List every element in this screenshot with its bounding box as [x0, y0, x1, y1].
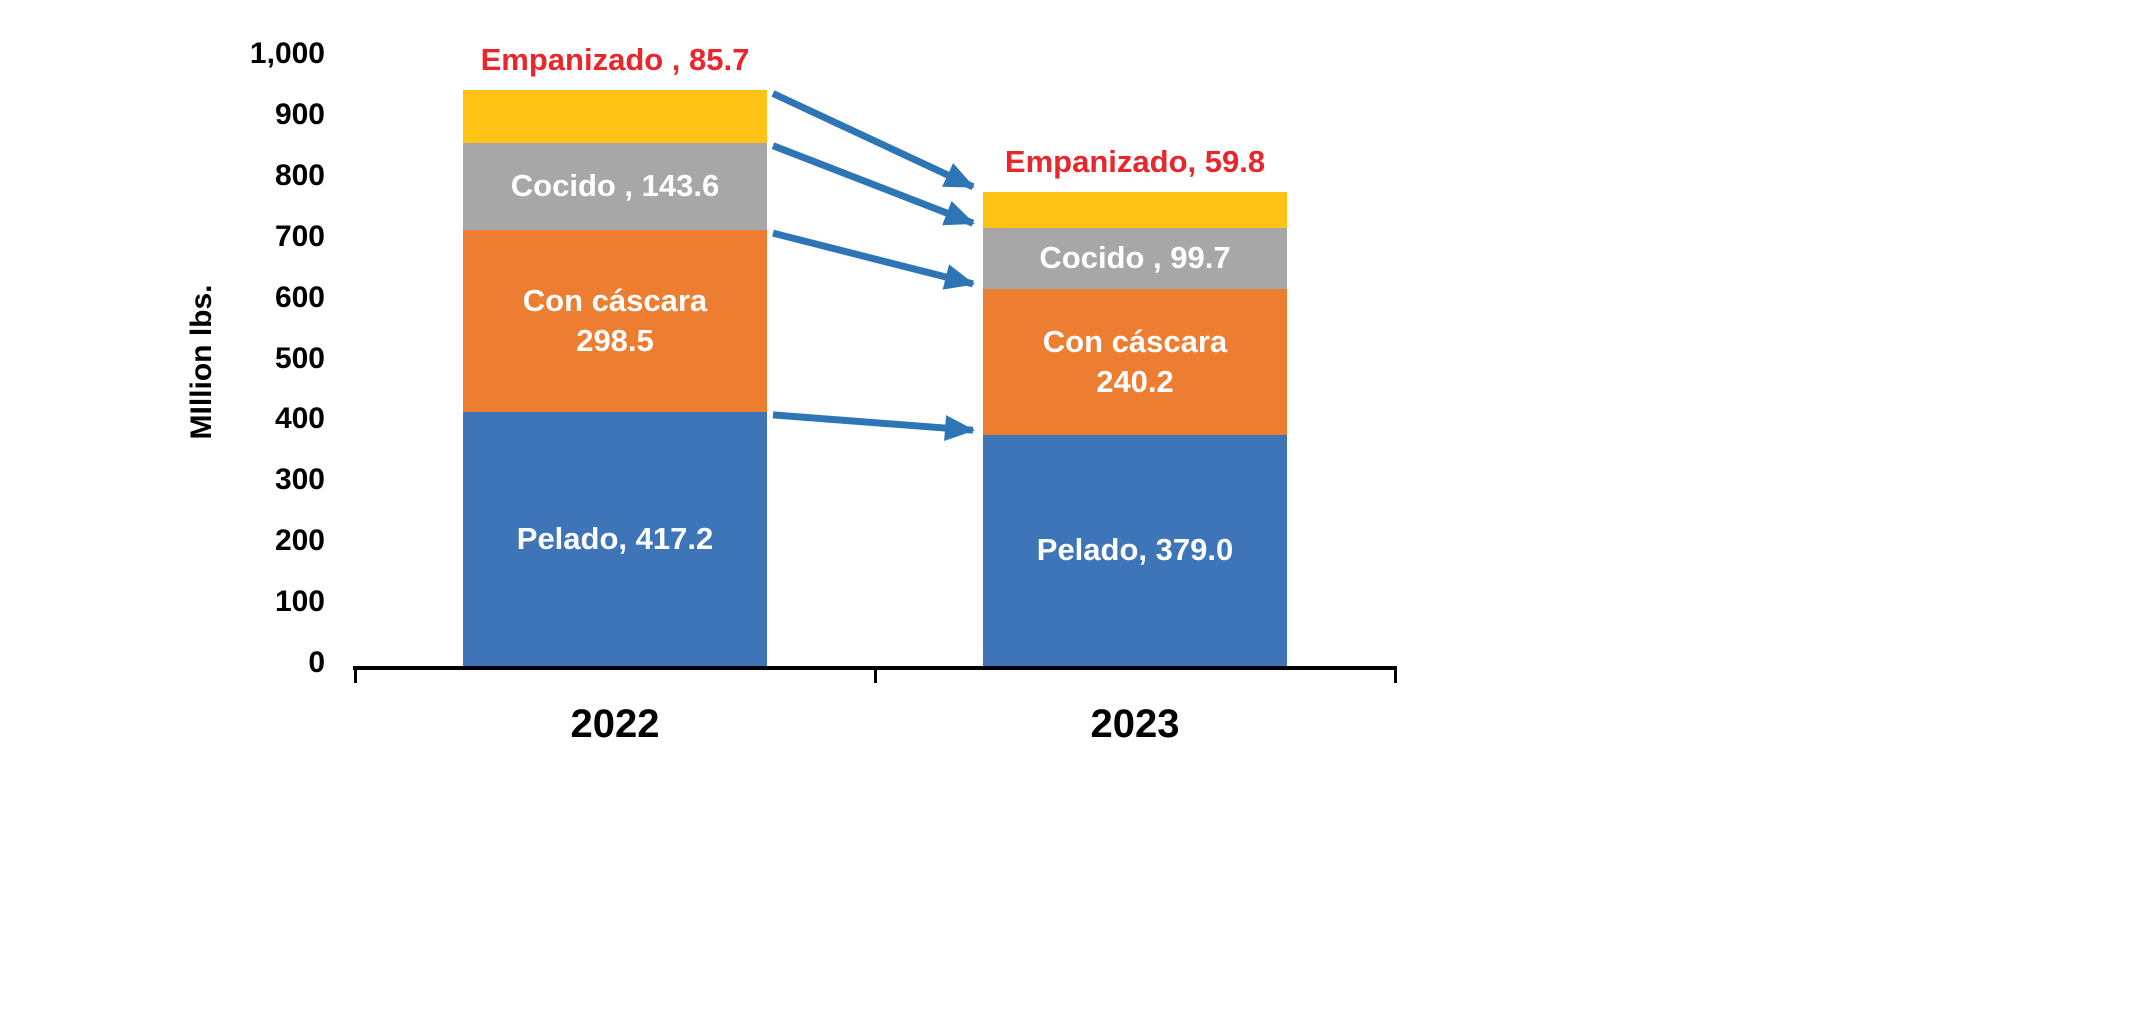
y-axis-tick-label: 100: [274, 585, 325, 619]
y-axis-tick-label: 200: [274, 524, 325, 558]
segment-label-outside: Empanizado, 59.8: [1004, 143, 1266, 179]
bar-segment-empanizado: [463, 90, 767, 143]
bar-segment-pelado: Pelado, 417.2: [463, 411, 767, 666]
x-axis-category-label: 2023: [1090, 702, 1180, 746]
segment-label: 298.5: [576, 323, 654, 359]
segment-label: Cocido , 143.6: [510, 168, 720, 204]
x-axis-tick: [353, 666, 357, 683]
connector-arrow-pelado: [772, 411, 975, 442]
x-axis-tick: [873, 666, 877, 683]
y-axis-tick-label: 300: [274, 463, 325, 497]
y-axis-tick-label: 1,000: [249, 37, 325, 70]
segment-label: Con cáscara: [522, 282, 708, 318]
y-axis-tick-label: 800: [274, 158, 325, 192]
y-axis-tick-label: 900: [274, 97, 325, 131]
x-axis-category-label: 2022: [570, 702, 660, 746]
bar-segment-cocido: Cocido , 143.6: [463, 142, 767, 231]
connector-arrow-con-cáscara: [772, 229, 975, 290]
bar-segment-empanizado: [983, 191, 1287, 229]
y-axis-tick-label: 0: [308, 646, 325, 679]
segment-label: Cocido , 99.7: [1039, 240, 1231, 276]
segment-label: Pelado, 379.0: [1036, 532, 1234, 568]
bar-segment-con-cáscara: Con cáscara 240.2: [983, 288, 1287, 436]
segment-label: 240.2: [1096, 364, 1174, 400]
x-axis-tick: [1393, 666, 1397, 683]
y-axis-tick-label: 600: [274, 280, 325, 314]
bar-segment-cocido: Cocido , 99.7: [983, 228, 1287, 289]
bar-segment-con-cáscara: Con cáscara 298.5: [463, 230, 767, 412]
y-axis-tick-label: 700: [274, 219, 325, 253]
segment-label: Pelado, 417.2: [516, 520, 714, 556]
y-axis-title: MIllion lbs.: [185, 284, 218, 439]
bar-segment-pelado: Pelado, 379.0: [983, 435, 1287, 666]
segment-label: Con cáscara: [1042, 323, 1228, 359]
y-axis-tick-label: 500: [274, 341, 325, 375]
y-axis-tick-label: 400: [274, 402, 325, 436]
segment-label-outside: Empanizado , 85.7: [480, 42, 750, 78]
